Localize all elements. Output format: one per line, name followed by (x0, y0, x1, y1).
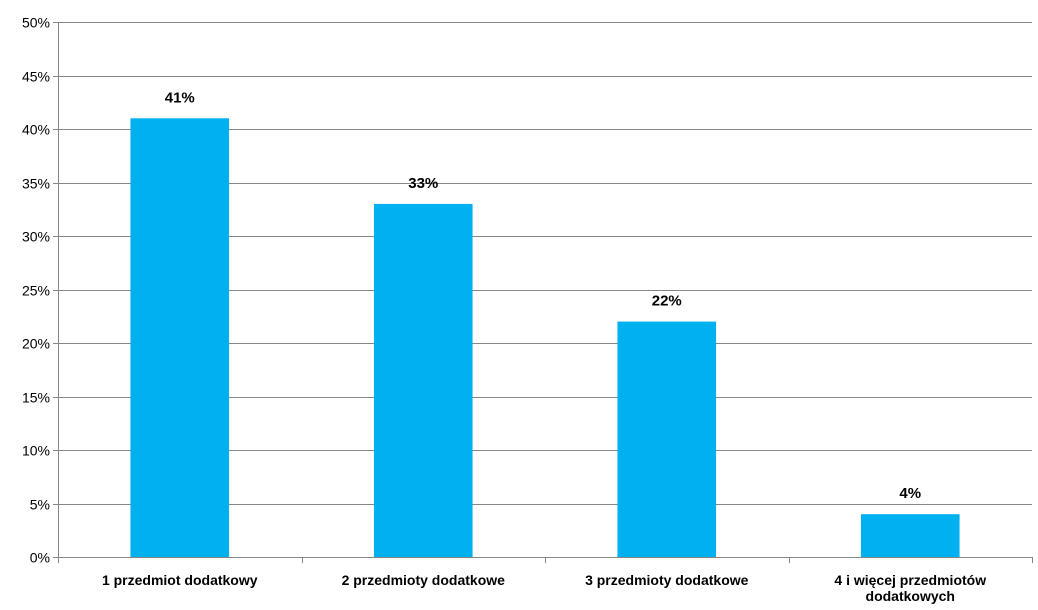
y-tick-label: 5% (30, 497, 50, 513)
y-tick-label: 45% (22, 69, 50, 85)
x-category-label: 3 przedmioty dodatkowe (585, 572, 749, 588)
y-tick-label: 20% (22, 336, 50, 352)
data-label: 33% (408, 175, 438, 192)
data-label: 22% (652, 293, 682, 310)
bar (130, 118, 230, 558)
y-tick-label: 40% (22, 122, 50, 138)
x-category-label-line: 2 przedmioty dodatkowe (342, 572, 506, 588)
y-tick-label: 35% (22, 176, 50, 192)
y-tick-label: 50% (22, 15, 50, 31)
data-label: 4% (899, 485, 921, 502)
bars (130, 118, 960, 558)
y-axis-ticks: 0% 5% 10% 15% 20% 25% 30% 35% 40% 45% 50% (22, 15, 58, 566)
category-labels: 1 przedmiot dodatkowy 2 przedmioty dodatk… (102, 572, 986, 604)
x-category-label: 4 i więcej przedmiotów dodatkowych (834, 572, 986, 604)
bar (617, 321, 717, 557)
y-tick-label: 0% (30, 550, 50, 566)
y-tick-label: 15% (22, 390, 50, 406)
y-tick-label: 30% (22, 229, 50, 245)
bar (373, 203, 473, 557)
x-category-label-line: 1 przedmiot dodatkowy (102, 572, 258, 588)
y-tick-label: 10% (22, 443, 50, 459)
x-category-label-line: 3 przedmioty dodatkowe (585, 572, 749, 588)
x-category-label: 1 przedmiot dodatkowy (102, 572, 258, 588)
data-labels: 41% 33% 22% 4% (165, 89, 921, 502)
x-category-label-line: dodatkowych (866, 588, 955, 604)
x-category-label-line: 4 i więcej przedmiotów (834, 572, 986, 588)
y-tick-label: 25% (22, 283, 50, 299)
x-category-label: 2 przedmioty dodatkowe (342, 572, 506, 588)
axes (58, 22, 1033, 563)
data-label: 41% (165, 89, 195, 106)
bar (860, 514, 960, 557)
